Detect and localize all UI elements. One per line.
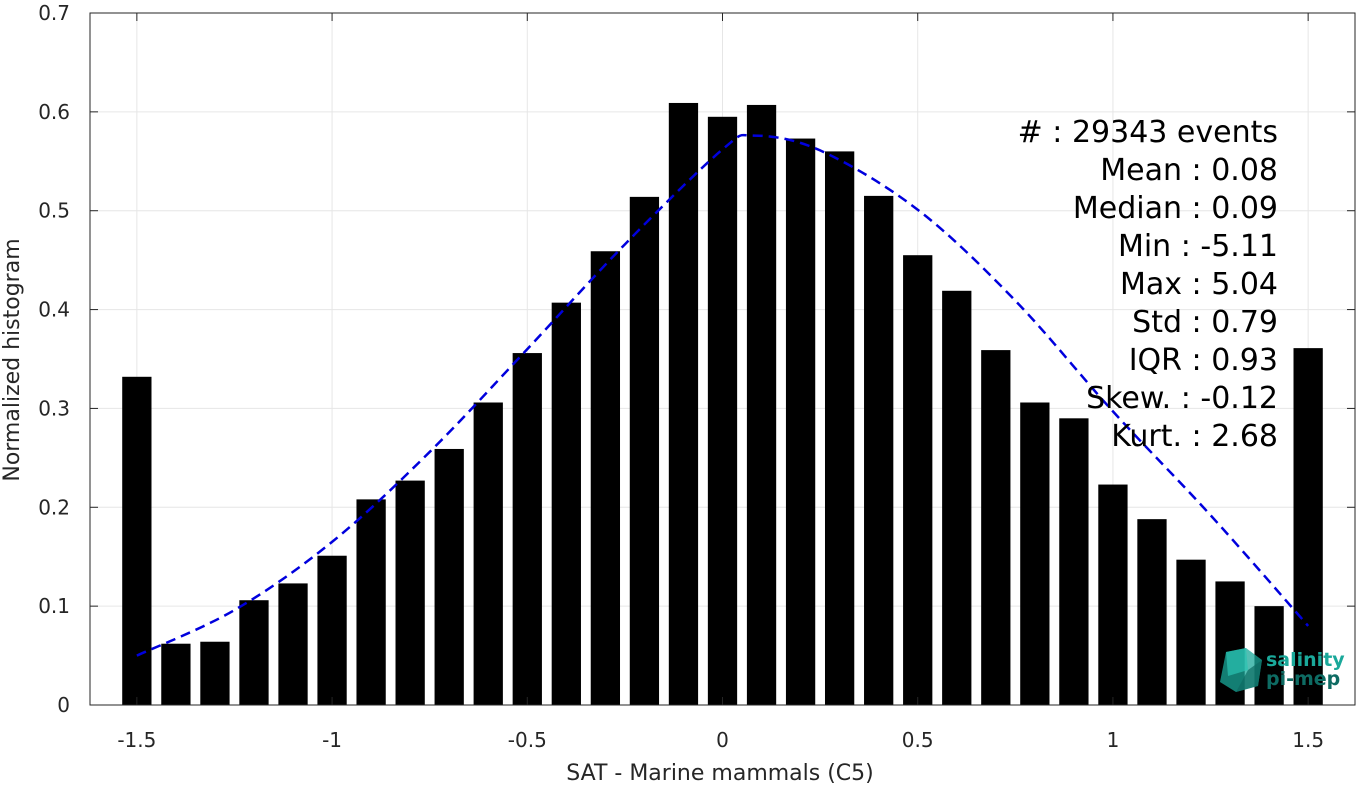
histogram-bar (590, 251, 621, 705)
histogram-bar (746, 104, 777, 706)
x-axis-label: SAT - Marine mammals (C5) (566, 761, 874, 785)
x-tick-label: 0 (716, 728, 729, 752)
y-tick-labels: 0 0.1 0.2 0.3 0.4 0.5 0.6 0.7 (38, 1, 70, 717)
x-tick-label: 0.5 (902, 728, 934, 752)
histogram-bar (668, 102, 699, 705)
stat-row: Std : 0.79 (1132, 305, 1278, 340)
histogram-bar (317, 555, 347, 705)
stat-row: Median : 0.09 (1073, 191, 1278, 226)
y-tick-label: 0 (57, 693, 70, 717)
histogram-bar (239, 600, 269, 705)
histogram-bar (1059, 418, 1089, 705)
y-tick-label: 0.7 (38, 1, 70, 25)
histogram-bar (707, 116, 738, 706)
histogram-bar (278, 583, 308, 705)
histogram-bar (824, 151, 855, 705)
x-tick-label: 1.5 (1292, 728, 1324, 752)
histogram-bar (551, 302, 581, 705)
y-tick-label: 0.4 (38, 298, 70, 322)
y-tick-label: 0.5 (38, 199, 70, 223)
histogram-bar (1098, 484, 1128, 705)
y-tick-label: 0.3 (38, 396, 70, 420)
y-tick-label: 0.2 (38, 495, 70, 519)
histogram-bar (473, 402, 503, 705)
logo-text-line2: pi-mep (1266, 668, 1340, 690)
stat-row: Min : -5.11 (1118, 229, 1278, 264)
gaussian-fit-curve (136, 133, 1310, 657)
bars (122, 102, 1323, 706)
histogram-bar (161, 643, 191, 705)
histogram-bar (981, 350, 1011, 705)
stat-row: Kurt. : 2.68 (1111, 419, 1278, 454)
cube-icon (1220, 648, 1262, 692)
logo-text-line1: salinity (1266, 649, 1345, 671)
x-tick-label: -1 (322, 728, 342, 752)
histogram-bar (122, 376, 152, 705)
stat-row: Skew. : -0.12 (1086, 381, 1278, 416)
histogram-bar (942, 290, 972, 705)
histogram-bar (1020, 402, 1050, 705)
x-tick-labels: -1.5 -1 -0.5 0 0.5 1 1.5 (117, 728, 1324, 752)
stat-row: Mean : 0.08 (1100, 153, 1278, 188)
ticks (90, 12, 1355, 706)
stat-row: Max : 5.04 (1120, 267, 1278, 302)
histogram-bar (434, 448, 464, 705)
histogram-bar (1293, 348, 1323, 705)
stat-row: # : 29343 events (1018, 115, 1278, 150)
histogram-bar (395, 480, 425, 705)
histogram-bar (864, 195, 894, 705)
x-tick-label: -0.5 (508, 728, 547, 752)
y-tick-label: 0.1 (38, 594, 70, 618)
histogram-bar (356, 499, 386, 705)
histogram-bar (1137, 519, 1167, 705)
histogram-bar (629, 196, 660, 706)
y-axis-label: Normalized histogram (0, 238, 25, 481)
histogram-bar (785, 138, 816, 705)
stat-row: IQR : 0.93 (1129, 343, 1278, 378)
histogram-bar (512, 353, 542, 705)
histogram-bar (1254, 606, 1284, 705)
histogram-bar (1176, 559, 1206, 705)
x-tick-label: 1 (1107, 728, 1120, 752)
y-tick-label: 0.6 (38, 100, 70, 124)
x-tick-label: -1.5 (117, 728, 156, 752)
salinity-pimep-logo: salinity pi-mep (1220, 648, 1345, 692)
histogram-bar (903, 255, 933, 705)
histogram-bar (200, 641, 230, 705)
